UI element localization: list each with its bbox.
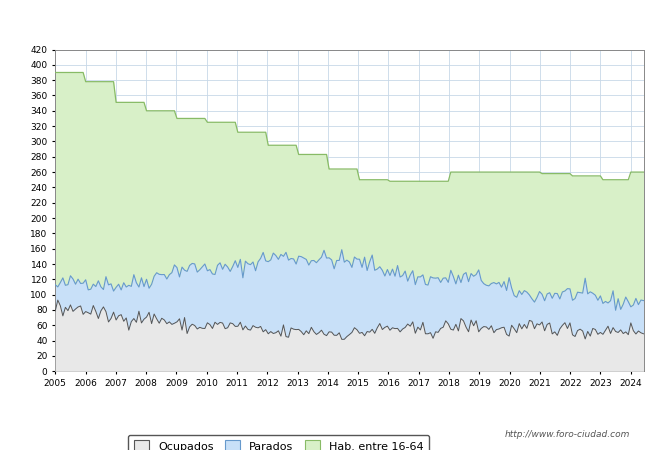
Text: http://www.foro-ciudad.com: http://www.foro-ciudad.com: [505, 430, 630, 439]
Legend: Ocupados, Parados, Hab. entre 16-64: Ocupados, Parados, Hab. entre 16-64: [128, 435, 429, 450]
Text: Hinojosas de Calatrava - Evolucion de la poblacion en edad de Trabajar Mayo de 2: Hinojosas de Calatrava - Evolucion de la…: [49, 18, 601, 29]
